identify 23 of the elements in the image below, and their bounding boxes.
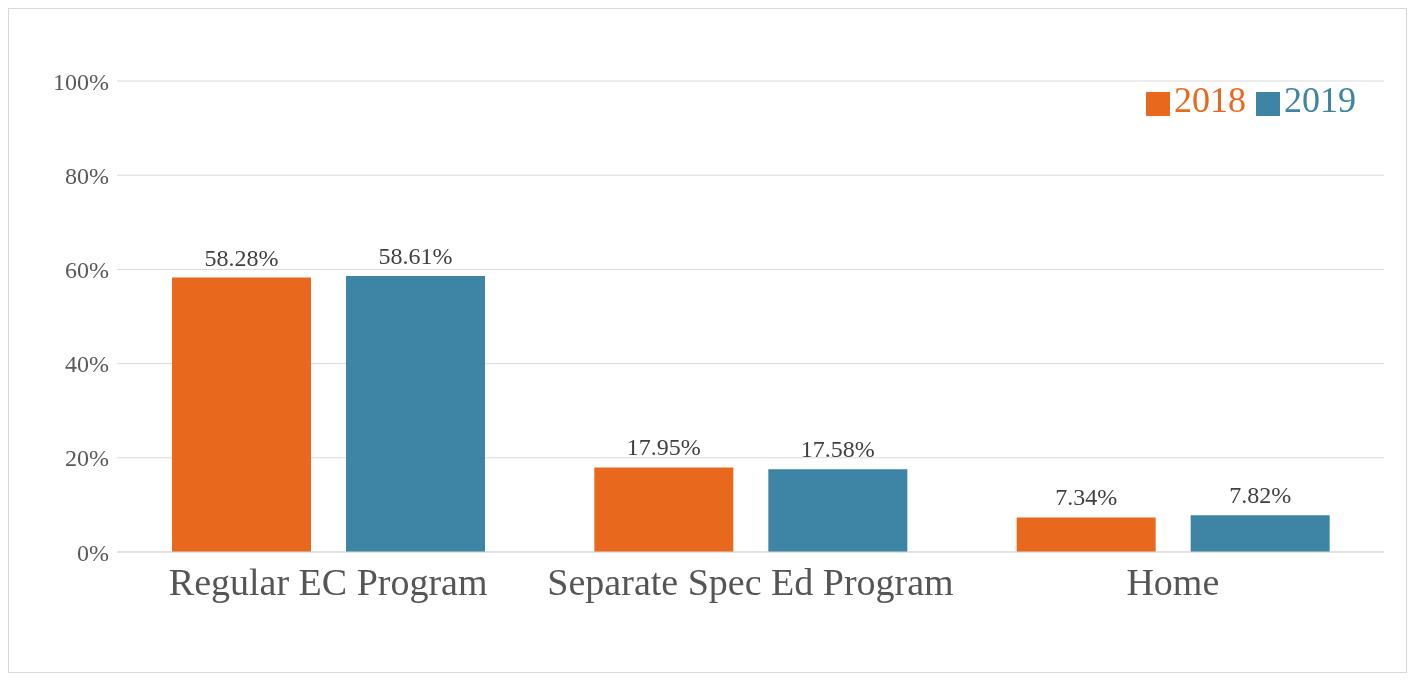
bar xyxy=(594,467,734,552)
bar xyxy=(346,275,485,552)
data-label: 7.34% xyxy=(1055,484,1118,511)
data-label: 58.28% xyxy=(204,244,279,271)
x-tick-label: Home xyxy=(1126,560,1220,603)
y-tick-label: 20% xyxy=(65,445,109,472)
y-tick-label: 0% xyxy=(77,539,109,566)
data-label: 58.61% xyxy=(378,242,453,269)
bar xyxy=(1190,515,1330,552)
bar xyxy=(768,469,908,552)
legend-label: 2018 xyxy=(1174,80,1246,120)
y-tick-label: 100% xyxy=(53,68,109,95)
x-tick-label: Separate Spec Ed Program xyxy=(547,560,954,603)
y-tick-label: 40% xyxy=(65,351,109,378)
bar xyxy=(1016,517,1156,552)
data-label: 7.82% xyxy=(1229,482,1292,509)
y-tick-label: 60% xyxy=(65,256,109,283)
bar xyxy=(172,277,311,552)
legend-label: 2019 xyxy=(1284,80,1356,120)
data-label: 17.58% xyxy=(800,436,875,463)
x-tick-label: Regular EC Program xyxy=(168,560,488,603)
y-tick-label: 80% xyxy=(65,162,109,189)
data-label: 17.95% xyxy=(626,434,701,461)
